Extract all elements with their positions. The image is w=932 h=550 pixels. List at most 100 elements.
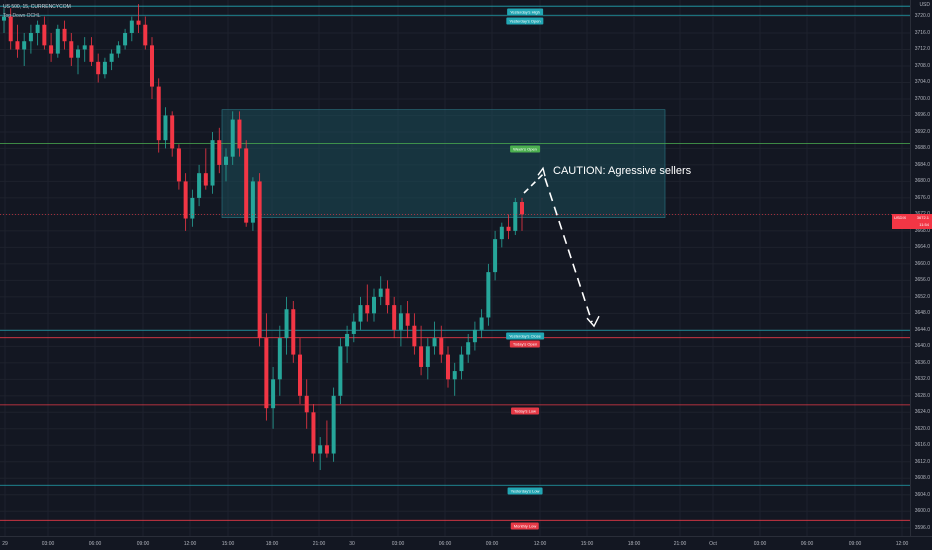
price-tick-label: 3712.0	[914, 46, 930, 53]
time-tick-label: 09:00	[136, 541, 150, 547]
candle-body	[89, 45, 94, 62]
candle-body	[22, 41, 27, 50]
candle-body	[439, 338, 444, 355]
level-label[interactable]: Yesterday's Close	[506, 332, 544, 340]
projection-arrow[interactable]	[523, 166, 600, 328]
candle-body	[425, 346, 430, 367]
time-tick-label: 03:00	[753, 541, 767, 547]
price-tick-label: 3656.0	[914, 277, 930, 284]
price-tick-label: 3648.0	[914, 310, 930, 317]
candle-body	[392, 305, 397, 330]
candle-body	[264, 338, 269, 409]
level-label[interactable]: Monthly Low	[510, 522, 540, 530]
candle-body	[318, 445, 323, 454]
time-tick-label: 12:00	[533, 541, 547, 547]
candle-body	[55, 28, 60, 54]
candle-body	[156, 86, 161, 141]
candle-body	[210, 140, 215, 186]
time-tick-label: 18:00	[265, 541, 279, 547]
candle-body	[506, 226, 511, 231]
candle-body	[513, 202, 518, 231]
candle-body	[42, 24, 47, 46]
candle-body	[96, 61, 101, 75]
candle-body	[331, 395, 336, 454]
time-tick-label: 06:00	[438, 541, 452, 547]
candle-body	[324, 445, 329, 454]
candle-body	[257, 181, 262, 339]
arrow-down-segment	[544, 177, 593, 323]
candle-body	[15, 41, 20, 50]
time-tick-label: 12:00	[895, 541, 909, 547]
candle-body	[452, 371, 457, 380]
price-tick-label: 3708.0	[914, 62, 930, 69]
candle-body	[217, 140, 222, 165]
price-tick-label: 3704.0	[914, 79, 930, 86]
price-tick-label: 3696.0	[914, 112, 930, 119]
time-axis[interactable]: 29 03:00 06:00 09:00 12:00 15:00 18:00 21:00 30 0…	[0, 536, 932, 550]
time-tick-label: 29	[2, 541, 8, 547]
candle-body	[378, 288, 383, 297]
price-tick-label: 3604.0	[914, 491, 930, 498]
candle-body	[129, 20, 134, 33]
candle-body	[136, 20, 141, 25]
time-tick-label: 12:00	[183, 541, 197, 547]
candle-body	[405, 313, 410, 326]
price-tick-label: 3612.0	[914, 458, 930, 465]
arrow-up-head	[537, 166, 546, 177]
candle-body	[345, 333, 350, 347]
price-tick-label: 3660.0	[914, 260, 930, 267]
level-lines	[0, 5, 910, 521]
candle-body	[197, 173, 202, 198]
chart-grid	[0, 0, 910, 536]
time-tick-label: 09:00	[848, 541, 862, 547]
candle-body	[190, 197, 195, 219]
time-tick-label: 18:00	[627, 541, 641, 547]
time-tick-label: 21:00	[673, 541, 687, 547]
candle-body	[351, 321, 356, 334]
level-label[interactable]: Today's Open	[509, 340, 541, 348]
candle-body	[35, 24, 40, 33]
candle-body	[284, 309, 289, 339]
time-tick-label: 06:00	[800, 541, 814, 547]
price-axis[interactable]: USD 3720.0 3716.0 3712.0 3708.0 3704.0 3700.0 3…	[910, 0, 932, 536]
candle-body	[372, 296, 376, 314]
candle-body	[62, 28, 67, 42]
time-tick-label: 03:00	[391, 541, 405, 547]
candle-body	[123, 32, 128, 46]
price-tick-label: 3644.0	[914, 326, 930, 333]
candle-body	[365, 305, 370, 314]
candle-body	[150, 45, 154, 87]
supply-zone-rectangle[interactable]	[221, 109, 666, 218]
price-tick-label: 3600.0	[914, 508, 930, 515]
candle-body	[230, 119, 235, 157]
price-chart[interactable]	[0, 0, 910, 536]
level-label[interactable]: Week's Open	[510, 145, 540, 153]
price-tick-label: 3652.0	[914, 293, 930, 300]
level-label[interactable]: Yesterday's Low	[507, 487, 543, 495]
time-tick-label: 30	[349, 541, 355, 547]
price-tick-label: 3716.0	[914, 29, 930, 36]
candle-body	[49, 45, 54, 54]
price-tick-label: 3624.0	[914, 409, 930, 416]
candle-body	[385, 288, 390, 306]
badge-symbol: USDIX	[894, 215, 907, 220]
level-label[interactable]: Yesterday's Open	[506, 17, 544, 25]
price-tick-label: 3692.0	[914, 128, 930, 135]
time-tick-label: 15:00	[580, 541, 594, 547]
candle-body	[183, 181, 188, 219]
price-tick-label: 3680.0	[914, 178, 930, 185]
candle-body	[486, 272, 491, 318]
indicator-legend[interactable]: Top Down OCHL	[3, 13, 41, 19]
price-tick-label: 3668.0	[914, 227, 930, 234]
candle-body	[499, 226, 504, 240]
candle-body	[76, 49, 80, 58]
chart-area[interactable]: US 500, 15, CURRENCYCOM Top Down OCHL Ye…	[0, 0, 910, 536]
arrow-up-segment	[523, 173, 544, 194]
candle-body	[163, 115, 168, 141]
caution-annotation[interactable]: CAUTION: Agressive sellers	[553, 165, 692, 177]
level-label[interactable]: Yesterday's High	[507, 8, 543, 16]
symbol-title[interactable]: US 500, 15, CURRENCYCOM	[3, 4, 71, 10]
level-label[interactable]: Today's Low	[511, 407, 539, 415]
price-tick-label: 3616.0	[914, 442, 930, 449]
candle-body	[102, 61, 107, 75]
